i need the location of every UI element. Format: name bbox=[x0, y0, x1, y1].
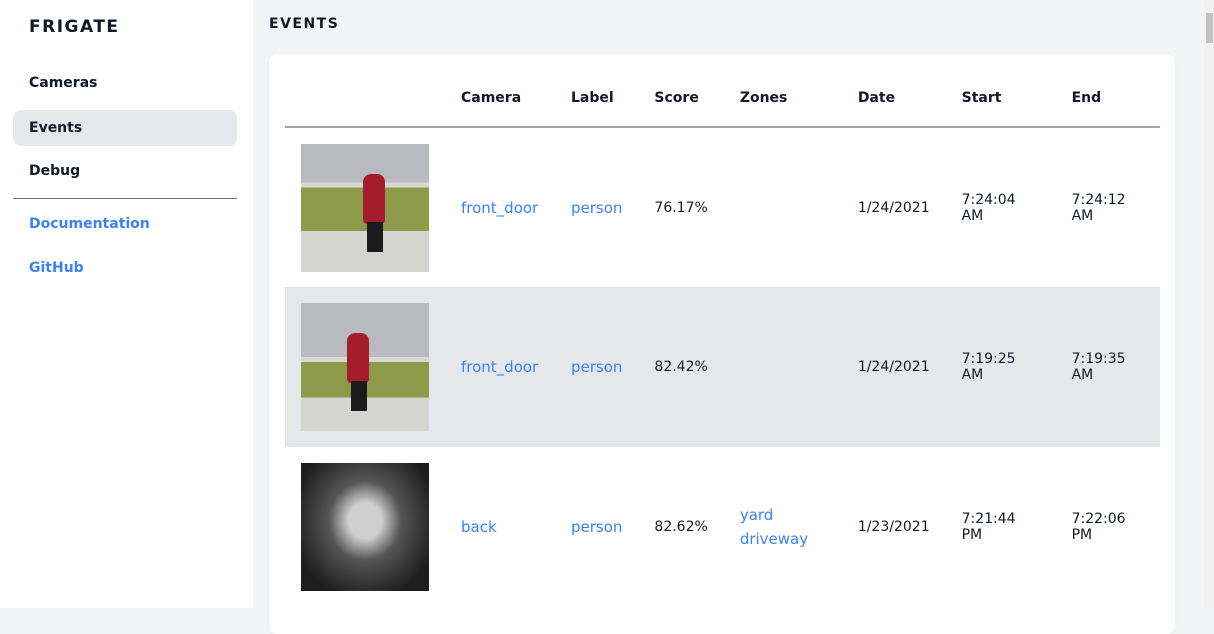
column-end: End bbox=[1055, 70, 1160, 128]
date: 1/23/2021 bbox=[857, 519, 930, 535]
table-header: Camera Label Score Zones Date Start End bbox=[285, 70, 1160, 128]
sidebar-item-debug[interactable]: Debug bbox=[29, 163, 81, 179]
sidebar: FRIGATE Cameras Events Debug Documentati… bbox=[0, 0, 253, 608]
column-score: Score bbox=[638, 70, 724, 128]
events-card: Camera Label Score Zones Date Start End … bbox=[269, 54, 1175, 634]
page-title: EVENTS bbox=[269, 16, 340, 32]
score: 76.17% bbox=[654, 199, 708, 216]
camera-link[interactable]: back bbox=[461, 518, 497, 536]
event-thumbnail[interactable] bbox=[301, 463, 429, 591]
zone-link[interactable]: driveway bbox=[739, 530, 809, 548]
scrollbar[interactable] bbox=[1204, 0, 1214, 608]
sidebar-item-cameras[interactable]: Cameras bbox=[29, 75, 98, 91]
start-time: 7:19:25 AM bbox=[945, 287, 1056, 447]
table-row[interactable]: front_door person 82.42% 1/24/2021 7:19:… bbox=[285, 287, 1160, 447]
table-row[interactable]: front_door person 76.17% 1/24/2021 7:24:… bbox=[285, 127, 1160, 287]
score: 82.62% bbox=[654, 519, 708, 535]
column-label: Label bbox=[555, 70, 639, 128]
end-time: 7:19:35 AM bbox=[1055, 287, 1160, 447]
events-table: Camera Label Score Zones Date Start End … bbox=[285, 70, 1160, 607]
column-start: Start bbox=[945, 70, 1056, 128]
column-date: Date bbox=[841, 70, 946, 128]
scrollbar-thumb[interactable] bbox=[1206, 13, 1213, 43]
sidebar-link-documentation[interactable]: Documentation bbox=[29, 216, 150, 232]
brand-logo: FRIGATE bbox=[29, 17, 120, 37]
column-zones: Zones bbox=[723, 70, 842, 128]
zones: yard driveway bbox=[724, 447, 842, 607]
column-camera: Camera bbox=[445, 70, 555, 128]
sidebar-item-events[interactable]: Events bbox=[13, 110, 237, 146]
end-time: 7:24:12 AM bbox=[1071, 191, 1126, 224]
table-row[interactable]: back person 82.62% yard driveway 1/23/202… bbox=[285, 447, 1160, 607]
camera-link[interactable]: front_door bbox=[461, 198, 539, 217]
zone-link[interactable]: yard bbox=[739, 506, 774, 524]
label-link[interactable]: person bbox=[571, 518, 623, 536]
event-thumbnail[interactable] bbox=[301, 143, 429, 272]
end-time: 7:22:06 PM bbox=[1071, 511, 1126, 543]
sidebar-link-github[interactable]: GitHub bbox=[29, 260, 84, 276]
zones bbox=[723, 287, 842, 447]
start-time: 7:21:44 PM bbox=[961, 511, 1016, 543]
label-link[interactable]: person bbox=[571, 198, 623, 217]
sidebar-divider bbox=[13, 198, 237, 199]
start-time: 7:24:04 AM bbox=[961, 191, 1016, 224]
column-thumbnail bbox=[285, 70, 445, 128]
event-thumbnail[interactable] bbox=[301, 303, 429, 431]
score: 82.42% bbox=[638, 287, 724, 447]
date: 1/24/2021 bbox=[857, 199, 930, 216]
zones bbox=[724, 127, 842, 287]
label-link[interactable]: person bbox=[571, 358, 623, 376]
date: 1/24/2021 bbox=[841, 287, 946, 447]
camera-link[interactable]: front_door bbox=[461, 358, 539, 376]
